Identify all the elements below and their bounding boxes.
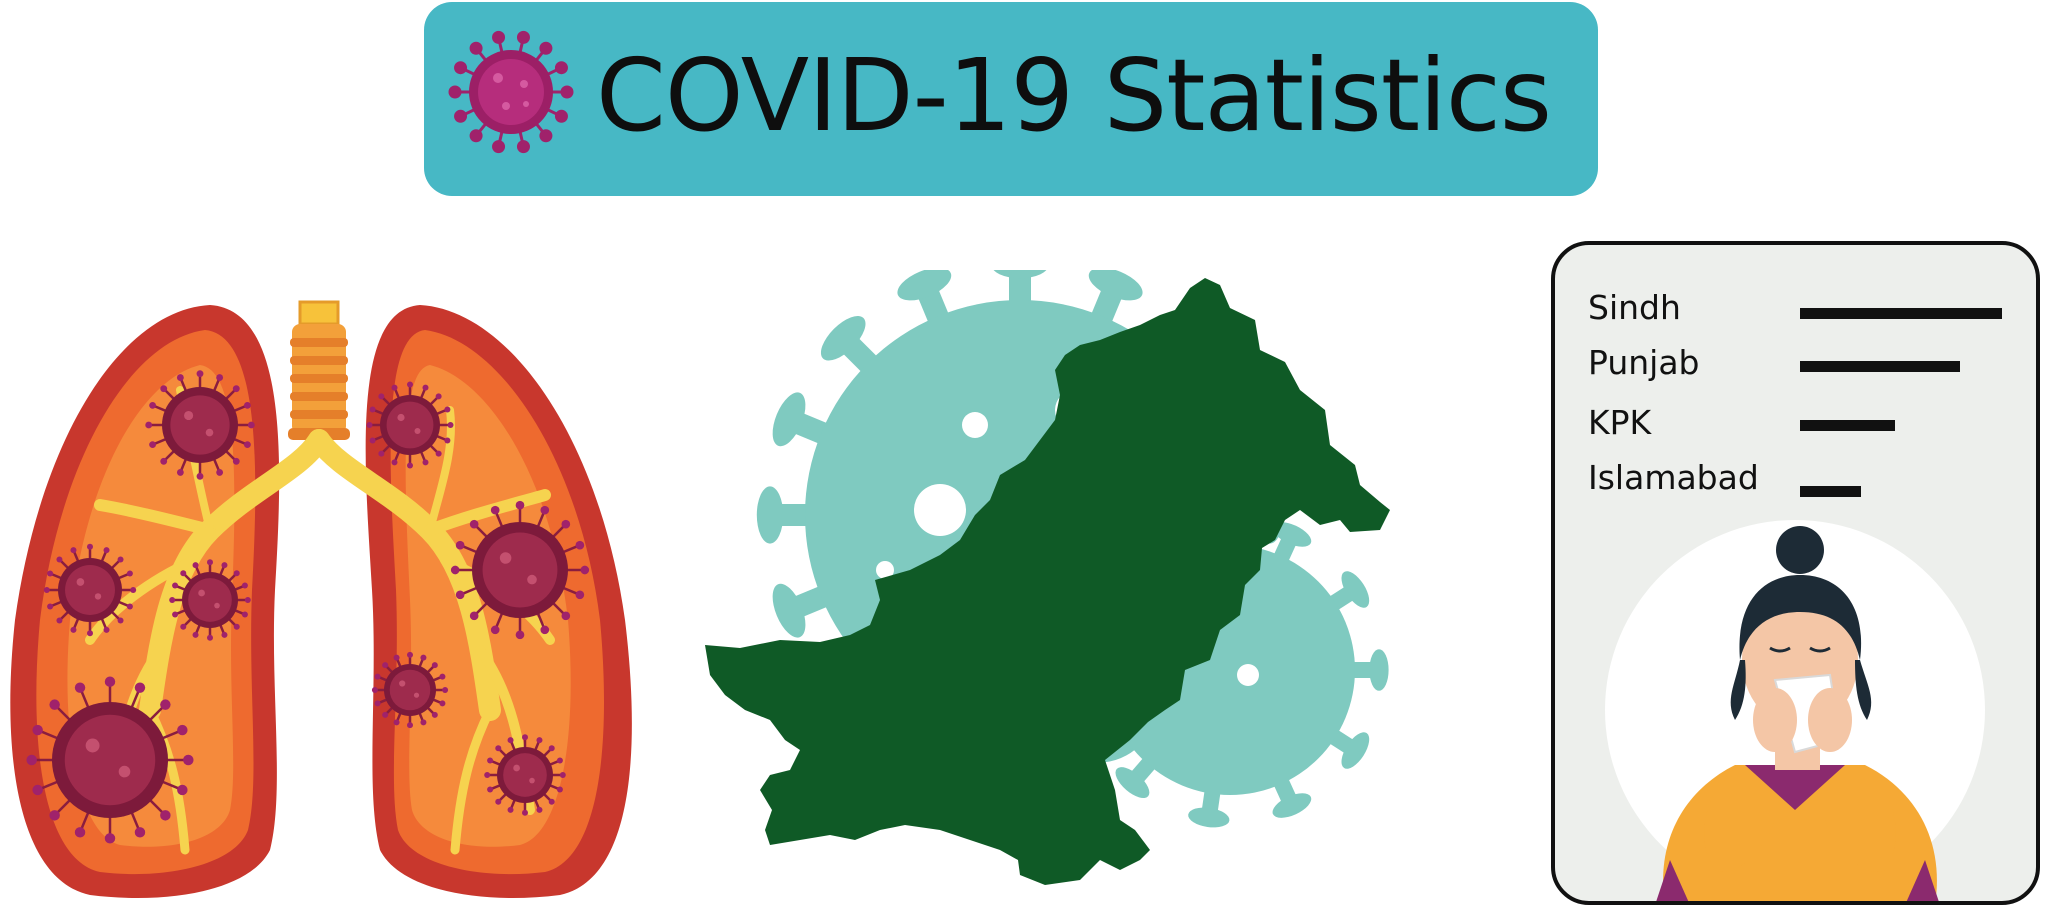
title-banner: [424, 2, 1598, 196]
stats-card: Sindh Punjab KPK Islamabad: [1551, 241, 2040, 905]
region-label-islamabad: Islamabad: [1588, 458, 1759, 497]
region-label-sindh: Sindh: [1588, 288, 1681, 327]
sneezing-woman-illustration: [1605, 520, 1985, 901]
pakistan-map: [705, 278, 1390, 885]
region-bar-sindh: [1800, 308, 2002, 319]
virus-particle: [43, 543, 137, 637]
virus-particle: [145, 370, 255, 480]
virus-particle: [26, 676, 194, 844]
virus-particle: [484, 734, 566, 816]
infected-lungs-illustration: [10, 300, 632, 898]
region-label-punjab: Punjab: [1588, 343, 1700, 382]
bronchi: [85, 386, 555, 855]
virus-particle: [169, 559, 251, 641]
virus-particle: [366, 381, 454, 469]
region-label-kpk: KPK: [1588, 403, 1652, 442]
region-bar-punjab: [1800, 361, 1960, 372]
left-lung: [10, 305, 280, 898]
lung-virus-particles: [26, 370, 590, 844]
virus-particle: [450, 500, 590, 640]
page-title: COVID-19 Statistics: [596, 37, 1552, 154]
virus-particle: [371, 651, 449, 729]
trachea: [288, 300, 350, 440]
region-bar-islamabad: [1800, 486, 1861, 497]
region-bar-kpk: [1800, 420, 1895, 431]
virus-icon: [448, 30, 574, 154]
pakistan-map-with-virus: [705, 270, 1390, 885]
